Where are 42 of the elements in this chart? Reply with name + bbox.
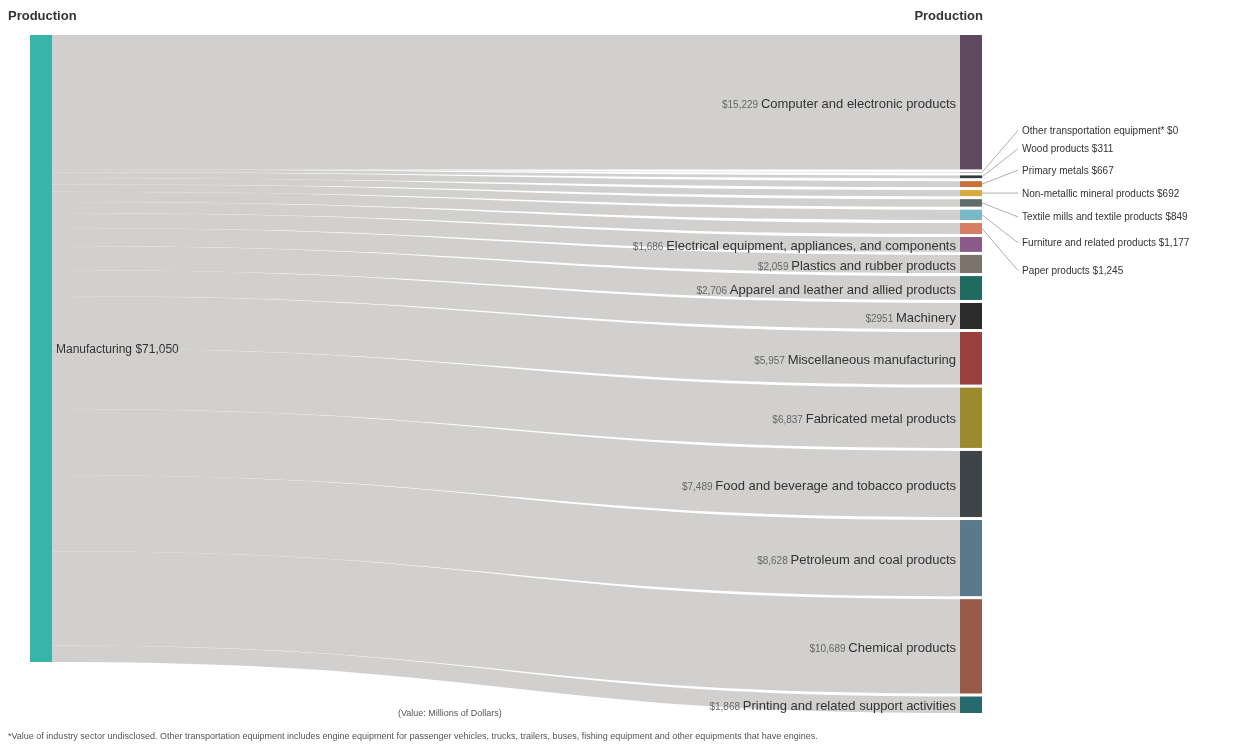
category-label: Furniture and related products [1022,237,1156,249]
category-label: Food and beverage and tobacco products [715,477,957,493]
data-label: $1,868 [709,701,743,713]
text: (Value: Millions of Dollars) [398,708,502,718]
category-label: Electrical equipment, appliances, and components [666,238,957,254]
text: *Value of industry sector undisclosed. Other transportation equipment includes engine equipment for passenger vehicles, trucks, trailers, buses, fishing equipment and other equipments that have engines. [8,731,819,741]
data-label: $0 [1167,124,1179,136]
category-label: Non-metallic mineral products [1022,187,1155,199]
category-label: Apparel and leather and allied products [729,281,957,297]
category-label: Other transportation equipment* [1022,124,1165,136]
data-label: $667 [1091,164,1114,176]
category-label: Textile mills and textile products [1022,211,1163,223]
data-label: $311 [1091,143,1114,155]
category-label: Manufacturing [56,341,133,356]
category-label: Paper products [1022,265,1090,277]
data-label: $15,229 [721,98,761,110]
category-label: Printing and related support activities [742,698,957,714]
category-label: Fabricated metal products [805,411,957,427]
data-label: $1,177 [1158,237,1190,249]
data-label: $10,689 [809,642,849,654]
data-label: $5,957 [754,354,788,366]
data-label: $2951 [865,312,897,324]
text: Production [914,8,983,23]
category-label: Miscellaneous manufacturing [787,351,956,367]
data-label: $6,837 [772,414,806,426]
data-label: $849 [1165,211,1188,223]
category-label: Wood products [1022,143,1090,155]
data-label: $692 [1157,187,1180,199]
category-label: Petroleum and coal products [790,551,957,567]
category-label: Plastics and rubber products [791,257,957,273]
category-label: Primary metals [1022,164,1089,176]
data-label: $2,706 [696,284,730,296]
category-label: Chemical products [848,639,957,655]
data-label: $7,489 [681,480,716,492]
data-label: $1,686 [632,241,667,253]
category-label: Machinery [896,309,957,325]
data-label: $2,059 [757,260,792,272]
data-label: $8,628 [757,554,791,566]
data-label: $1,245 [1092,265,1124,277]
text: Production [8,8,77,23]
category-label: Computer and electronic products [760,95,957,111]
data-label: $71,050 [135,341,179,356]
